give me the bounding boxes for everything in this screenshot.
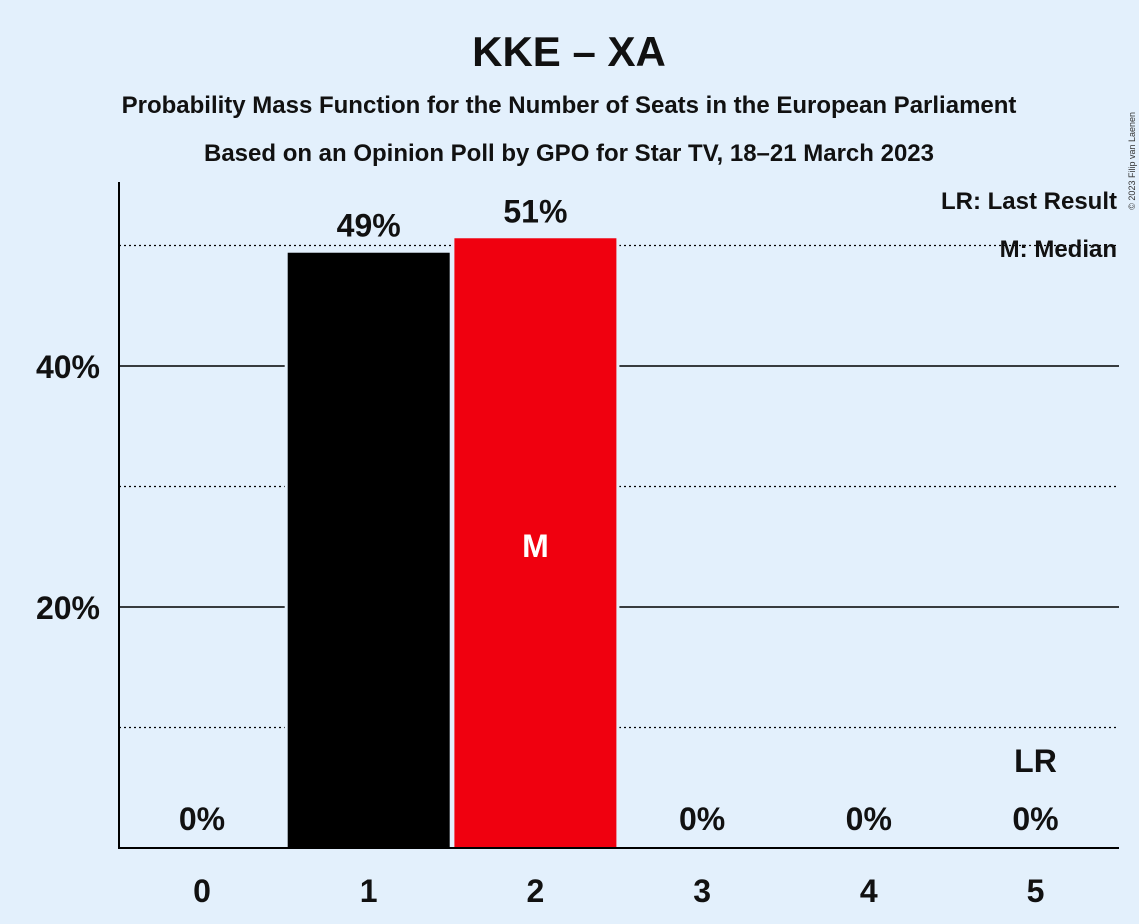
y-axis-ticks: 20% 40% xyxy=(36,349,100,626)
x-tick-label: 0 xyxy=(193,873,211,909)
bar-value-label-2: 51% xyxy=(503,193,567,229)
last-result-marker: LR xyxy=(1014,743,1057,779)
bar-1 xyxy=(287,252,450,849)
copyright-text: © 2023 Filip van Laenen xyxy=(1127,112,1137,210)
x-tick-label: 4 xyxy=(860,873,878,909)
bars xyxy=(284,237,620,849)
x-axis-ticks: 0 1 2 3 4 5 xyxy=(193,873,1044,909)
bar-value-label-1: 49% xyxy=(337,208,401,244)
bar-2 xyxy=(454,238,617,848)
y-tick-label: 20% xyxy=(36,590,100,626)
chart-title: KKE – XA xyxy=(472,28,666,75)
bar-value-label-0: 0% xyxy=(179,801,225,837)
x-tick-label: 1 xyxy=(360,873,378,909)
x-tick-label: 2 xyxy=(527,873,545,909)
y-tick-label: 40% xyxy=(36,349,100,385)
median-marker: M xyxy=(522,528,549,564)
chart-subtitle-2: Based on an Opinion Poll by GPO for Star… xyxy=(204,140,934,167)
x-tick-label: 3 xyxy=(693,873,711,909)
legend-last-result: LR: Last Result xyxy=(941,188,1117,215)
legend-median: M: Median xyxy=(1000,236,1117,263)
bar-value-labels: 0% 49% 51% M 0% 0% 0% LR xyxy=(179,193,1059,837)
x-tick-label: 5 xyxy=(1027,873,1045,909)
bar-value-label-5: 0% xyxy=(1012,801,1058,837)
bar-value-label-3: 0% xyxy=(679,801,725,837)
chart-subtitle-1: Probability Mass Function for the Number… xyxy=(122,92,1017,119)
bar-value-label-4: 0% xyxy=(846,801,892,837)
